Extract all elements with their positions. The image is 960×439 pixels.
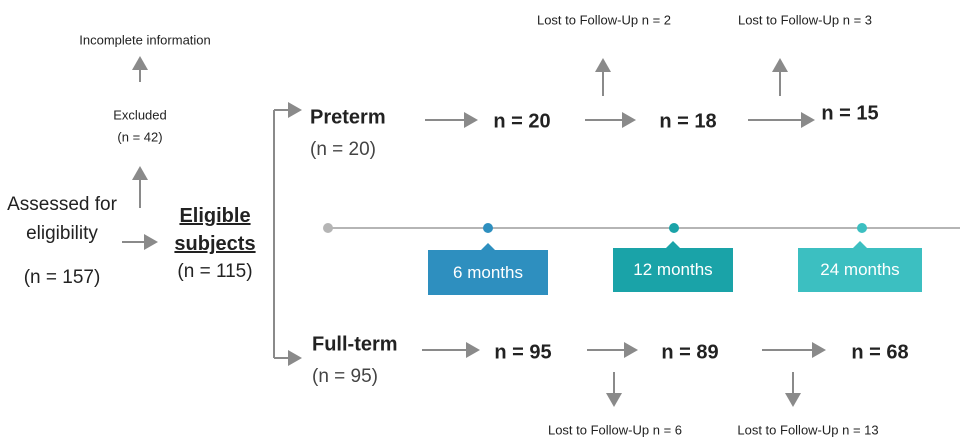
stage-count: n = 68 [851,341,909,364]
stage-count: n = 15 [821,102,879,125]
group-label: Preterm [310,106,386,129]
lost-follow-up: Lost to Follow-Up n = 13 [737,422,879,438]
arrows [122,56,826,407]
timeline-start [323,223,333,233]
excluded-count: (n = 42) [117,129,163,145]
eligible-label: Eligible subjects [174,205,256,255]
lost-follow-up: Lost to Follow-Up n = 6 [547,422,683,438]
timeline-dot [483,223,493,233]
assessed-label: Assessed for eligibility [7,194,117,244]
stage-count: n = 20 [493,110,551,133]
group-count: (n = 20) [310,139,377,160]
stage-count: n = 95 [494,341,552,364]
group-label: Full-term [312,333,398,356]
eligible-count: (n = 115) [177,261,253,282]
timeline-box: 24 months [798,241,922,292]
exclusion-reason: Incomplete information [79,32,211,48]
timeline-dot [669,223,679,233]
group-count: (n = 95) [312,366,379,387]
stage-count: n = 89 [661,341,719,364]
timeline-dot [857,223,867,233]
timeline-box: 12 months [613,241,733,292]
assessed-count: (n = 157) [23,267,101,288]
stage-count: n = 18 [659,110,717,133]
excluded-label: Excluded [113,107,167,123]
lost-follow-up: Lost to Follow-Up n = 3 [737,12,873,28]
lost-follow-up: Lost to Follow-Up n = 2 [536,12,672,28]
timeline-box: 6 months [428,243,548,295]
